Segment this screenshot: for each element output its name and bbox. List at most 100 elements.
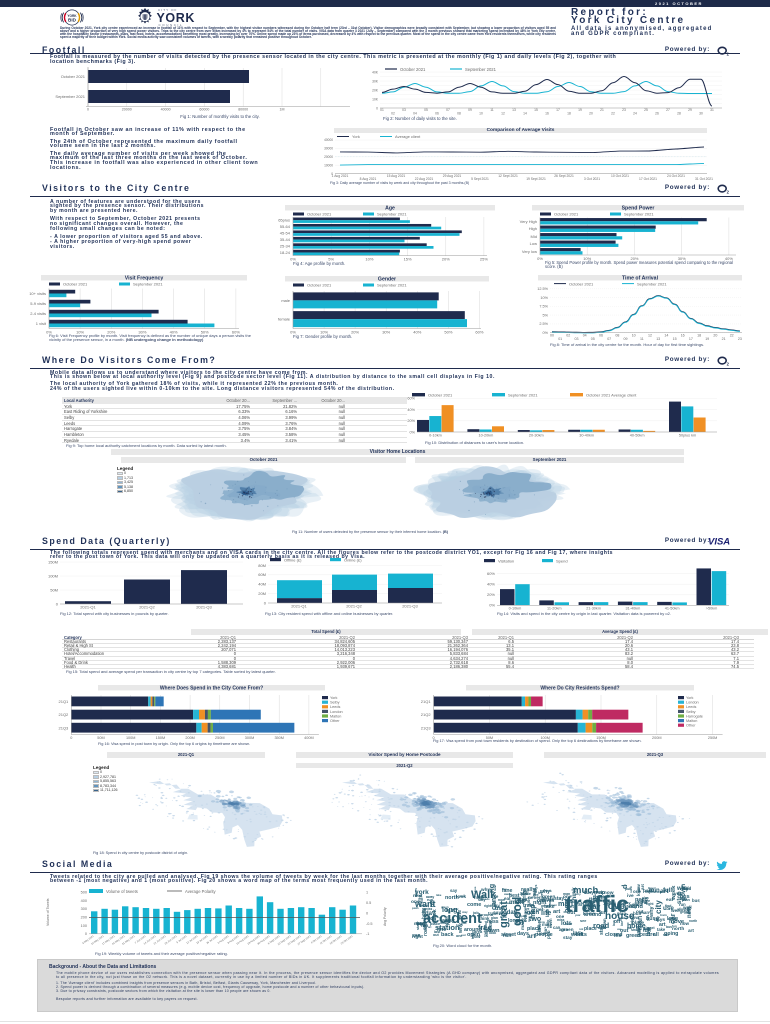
svg-text:plan: plan <box>682 898 690 902</box>
svg-text:4 Oct 2021: 4 Oct 2021 <box>310 934 323 945</box>
svg-text:Selby: Selby <box>330 700 340 704</box>
svg-text:area: area <box>517 897 528 903</box>
svg-text:right: right <box>412 934 423 940</box>
svg-text:make: make <box>509 899 525 906</box>
svg-text:well: well <box>670 908 680 913</box>
svg-text:eat: eat <box>540 898 546 902</box>
svg-text:65plus: 65plus <box>278 217 290 222</box>
svg-text:town: town <box>601 894 611 899</box>
svg-text:see: see <box>412 933 421 939</box>
svg-text:50M: 50M <box>50 587 58 592</box>
svg-text:even: even <box>631 915 635 922</box>
svg-text:never: never <box>444 915 449 927</box>
svg-text:right: right <box>646 902 654 906</box>
svg-text:stay: stay <box>416 922 420 930</box>
svg-text:October 2021: October 2021 <box>307 282 332 287</box>
svg-text:01: 01 <box>380 108 384 112</box>
svg-text:21Q2: 21Q2 <box>421 712 432 717</box>
svg-text:0: 0 <box>56 601 59 606</box>
svg-text:23 Aug 2021: 23 Aug 2021 <box>246 934 261 946</box>
svg-text:350M: 350M <box>274 736 284 740</box>
svg-text:stay: stay <box>563 935 573 940</box>
svg-text:Mid: Mid <box>531 233 537 238</box>
svg-text:green: green <box>542 894 555 900</box>
svg-text:200M: 200M <box>185 736 195 740</box>
svg-text:50%: 50% <box>444 329 452 334</box>
svg-text:ive: ive <box>627 893 634 899</box>
svg-text:100: 100 <box>81 924 87 928</box>
svg-text:train: train <box>523 903 534 909</box>
svg-text:even: even <box>525 909 539 916</box>
svg-text:25 Oct 2021: 25 Oct 2021 <box>340 934 354 946</box>
svg-text:roads: roads <box>630 903 639 907</box>
svg-text:2021-Q3: 2021-Q3 <box>196 605 212 610</box>
svg-text:find: find <box>665 904 671 908</box>
svg-text:our: our <box>461 933 467 937</box>
svg-text:away: away <box>583 903 600 911</box>
svg-text:miss: miss <box>487 919 499 925</box>
svg-text:use: use <box>537 932 546 937</box>
svg-text:not: not <box>420 897 424 903</box>
svg-text:bus: bus <box>473 886 477 892</box>
svg-text:eat: eat <box>666 897 673 903</box>
svg-text:100M: 100M <box>48 573 58 578</box>
svg-text:female: female <box>278 316 291 321</box>
svg-text:make: make <box>423 908 427 916</box>
svg-text:Walk: Walk <box>471 889 497 901</box>
svg-text:20%: 20% <box>630 256 638 261</box>
svg-text:life: life <box>541 909 551 917</box>
svg-text:one: one <box>633 889 641 894</box>
svg-text:time: time <box>589 897 600 903</box>
svg-text:30%: 30% <box>678 256 686 261</box>
svg-text:40%: 40% <box>725 256 733 261</box>
svg-text:September 2021: September 2021 <box>624 211 654 216</box>
svg-text:look: look <box>456 894 466 900</box>
svg-text:end: end <box>424 916 433 922</box>
svg-text:town: town <box>483 927 490 931</box>
svg-text:last: last <box>446 908 455 914</box>
svg-text:even: even <box>523 912 528 922</box>
svg-text:0: 0 <box>331 172 333 176</box>
svg-text:0%: 0% <box>410 430 416 434</box>
svg-text:north: north <box>523 905 527 913</box>
svg-text:days: days <box>584 900 592 904</box>
svg-text:lane: lane <box>638 900 648 906</box>
svg-text:50M: 50M <box>486 736 493 740</box>
svg-text:400M: 400M <box>304 736 314 740</box>
svg-text:55-64: 55-64 <box>280 224 291 229</box>
svg-text:path: path <box>412 906 419 910</box>
svg-text:closed: closed <box>605 932 622 938</box>
svg-text:09: 09 <box>624 337 628 341</box>
svg-text:city: city <box>654 900 663 914</box>
svg-text:24 Oct 2021: 24 Oct 2021 <box>667 174 685 178</box>
svg-text:not: not <box>595 890 600 894</box>
svg-text:27: 27 <box>666 108 670 112</box>
svg-text:13: 13 <box>512 108 516 112</box>
svg-text:October 2021: October 2021 <box>63 281 88 286</box>
svg-text:why: why <box>622 900 631 905</box>
svg-text:100M: 100M <box>126 736 136 740</box>
svg-text:back: back <box>441 932 454 938</box>
svg-text:Malton: Malton <box>330 714 341 718</box>
svg-text:5-9 visits: 5-9 visits <box>30 301 46 306</box>
svg-text:BID: BID <box>68 17 77 22</box>
svg-text:18 Oct 2021: 18 Oct 2021 <box>329 934 343 946</box>
svg-text:26 Sept 2021: 26 Sept 2021 <box>554 174 574 178</box>
svg-text:22 Aug 2021: 22 Aug 2021 <box>415 177 434 181</box>
svg-text:one: one <box>563 895 572 900</box>
svg-text:going: going <box>619 916 627 920</box>
svg-text:due: due <box>502 887 507 891</box>
svg-text:2.5%: 2.5% <box>539 322 548 326</box>
svg-text:2-4 visits: 2-4 visits <box>30 311 46 316</box>
svg-text:house: house <box>605 911 635 922</box>
svg-text:07: 07 <box>446 108 450 112</box>
svg-text:train: train <box>420 903 429 908</box>
svg-text:eat: eat <box>504 896 511 901</box>
svg-text:23: 23 <box>738 337 742 341</box>
svg-text:>50km: >50km <box>706 607 718 610</box>
svg-text:busy: busy <box>646 916 659 922</box>
svg-text:03: 03 <box>402 108 406 112</box>
svg-text:Selby: Selby <box>686 709 696 713</box>
svg-text:see: see <box>580 919 586 923</box>
svg-text:line: line <box>483 931 487 937</box>
